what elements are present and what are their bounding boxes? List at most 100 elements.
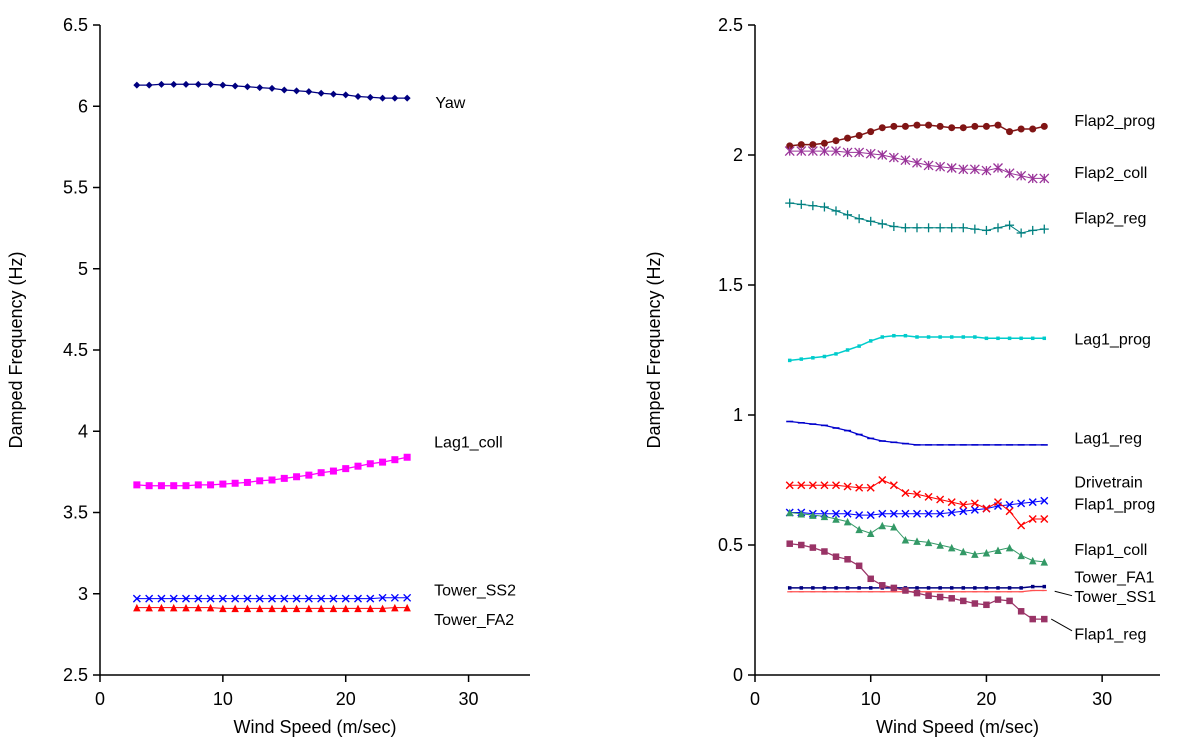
square-marker <box>354 462 362 470</box>
square-marker <box>926 586 931 590</box>
square-marker <box>243 478 251 486</box>
triangle-marker <box>994 546 1002 554</box>
diamond-marker <box>157 80 165 88</box>
triangle-marker <box>219 604 227 613</box>
marker <box>145 594 154 603</box>
square-marker <box>973 335 977 339</box>
square-marker <box>880 335 885 339</box>
triangle-marker <box>157 603 166 612</box>
triangle-marker <box>890 523 898 531</box>
y-tick-label: 2.5 <box>718 15 743 35</box>
diamond-marker <box>391 94 399 102</box>
square-marker <box>305 471 313 479</box>
square-marker <box>936 593 944 601</box>
x-tick-label: 0 <box>750 689 760 709</box>
y-tick-label: 0 <box>733 665 743 685</box>
square-marker <box>845 586 850 590</box>
circle-marker <box>982 122 990 130</box>
circle-marker <box>820 139 828 147</box>
series-label: Flap1_prog <box>1074 497 1155 514</box>
square-marker <box>1017 608 1025 615</box>
triangle-marker <box>947 543 956 552</box>
square-marker <box>1041 615 1048 623</box>
marker <box>1005 507 1014 516</box>
marker <box>901 509 910 518</box>
marker <box>913 509 921 518</box>
marker <box>878 509 887 518</box>
square-marker <box>231 479 239 487</box>
square-marker <box>379 458 387 466</box>
y-tick-label: 2 <box>733 145 743 165</box>
marker <box>878 476 887 484</box>
series-label: Yaw <box>435 95 465 112</box>
series-Lag1_prog <box>787 333 1047 363</box>
marker <box>924 492 933 501</box>
square-marker <box>821 548 828 555</box>
circle-marker <box>867 128 875 136</box>
marker <box>132 594 141 603</box>
series-label: Flap1_coll <box>1074 542 1147 559</box>
series-line <box>789 479 1045 527</box>
y-tick-label: 5 <box>78 259 88 279</box>
square-marker <box>845 348 850 352</box>
y-tick-label: 2.5 <box>63 665 88 685</box>
series-Yaw <box>133 80 411 102</box>
marker <box>936 495 945 504</box>
marker <box>255 594 264 603</box>
triangle-marker <box>1005 543 1014 552</box>
square-marker <box>868 586 873 590</box>
leader-line <box>1054 590 1073 597</box>
marker <box>329 594 338 603</box>
square-marker <box>1029 615 1036 623</box>
square-marker <box>903 333 908 338</box>
y-axis-title: Damped Frequency (Hz) <box>6 251 26 448</box>
square-marker <box>902 587 909 594</box>
marker <box>378 593 387 602</box>
circle-marker <box>959 124 967 132</box>
triangle-marker <box>206 603 215 612</box>
series-Flap1_reg <box>786 540 1073 632</box>
square-marker <box>926 335 931 339</box>
marker <box>1040 496 1049 505</box>
series-label: Flap2_prog <box>1074 113 1155 130</box>
y-tick-label: 4 <box>78 421 88 441</box>
marker <box>304 594 313 603</box>
series-Lag1_reg <box>786 420 1048 446</box>
triangle-marker <box>182 603 190 612</box>
circle-marker <box>878 124 886 132</box>
marker <box>889 481 898 490</box>
square-marker <box>984 336 989 341</box>
series-label: Lag1_reg <box>1074 430 1142 447</box>
triangle-marker <box>194 603 203 612</box>
triangle-marker <box>378 604 387 613</box>
square-marker <box>1007 336 1012 341</box>
series-line <box>789 543 1045 620</box>
marker <box>1017 521 1026 530</box>
series-Flap2_reg <box>785 198 1049 238</box>
circle-marker <box>913 121 921 129</box>
square-marker <box>984 586 989 590</box>
square-marker <box>834 586 838 590</box>
square-marker <box>949 586 954 590</box>
marker <box>194 594 203 603</box>
triangle-marker <box>403 603 411 612</box>
y-tick-label: 6 <box>78 96 88 116</box>
circle-marker <box>925 121 933 129</box>
square-marker <box>857 586 861 590</box>
square-marker <box>822 354 827 359</box>
square-marker <box>867 575 874 583</box>
marker <box>936 509 945 518</box>
marker <box>843 509 852 518</box>
marker <box>947 498 956 507</box>
marker <box>855 511 864 520</box>
series-Tower_FA1 <box>787 584 1047 590</box>
marker <box>889 509 898 518</box>
series-Flap2_coll <box>784 146 1050 184</box>
triangle-marker <box>169 603 178 612</box>
leader-line <box>1050 618 1073 632</box>
series-label: Flap2_reg <box>1074 211 1146 228</box>
triangle-marker <box>243 604 252 613</box>
square-marker <box>822 586 827 590</box>
square-marker <box>983 601 990 609</box>
